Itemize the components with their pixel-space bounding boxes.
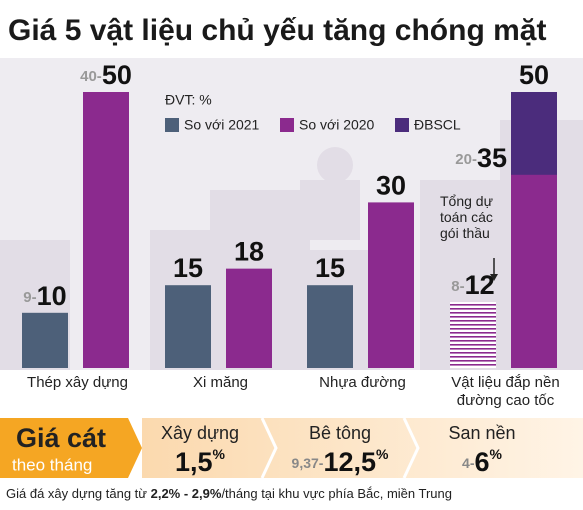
bar xyxy=(22,312,68,368)
value-number: 15 xyxy=(173,253,203,283)
range-label: 20- xyxy=(455,151,477,168)
value-number: 50 xyxy=(519,60,549,90)
value-label: 20-35 xyxy=(455,143,507,173)
value-number: 10 xyxy=(37,281,67,311)
category-label: Thép xây dựng xyxy=(27,374,128,391)
bar xyxy=(83,92,129,368)
range-label: 40- xyxy=(80,68,102,85)
value-number: 15 xyxy=(315,253,345,283)
value-number: 18 xyxy=(234,237,264,267)
category-label: Vật liệu đắp nền đường cao tốc xyxy=(451,374,560,409)
value-label: 8-12 xyxy=(451,270,494,300)
value-number: 12 xyxy=(465,270,495,300)
category-label: Nhựa đường xyxy=(319,374,406,391)
value-label: 50 xyxy=(519,60,549,90)
bar xyxy=(165,285,211,368)
chart-title: Giá 5 vật liệu chủ yếu tăng chóng mặt xyxy=(8,14,546,47)
unit-label: ĐVT: % xyxy=(165,92,212,108)
sand-item-value: 1,5% xyxy=(175,446,226,477)
value-number: 35 xyxy=(477,143,507,173)
footnote: Giá đá xây dựng tăng từ 2,2% - 2,9%/thán… xyxy=(6,486,452,501)
value-label: 30 xyxy=(376,171,406,201)
legend-swatch xyxy=(280,118,294,132)
sand-unit: % xyxy=(490,446,503,462)
value-label: 18 xyxy=(234,237,264,267)
sand-low: 9,37- xyxy=(292,455,324,471)
legend-swatch xyxy=(165,118,179,132)
legend-label: So với 2020 xyxy=(299,117,375,133)
sand-value: 12,5 xyxy=(323,447,376,477)
value-label: 9-10 xyxy=(23,281,66,311)
sand-low: 4- xyxy=(462,455,475,471)
annotation-arrowhead xyxy=(490,274,498,281)
sand-value: 6 xyxy=(474,447,489,477)
sand-item-value: 4-6% xyxy=(462,446,502,477)
sand-unit: % xyxy=(213,446,226,462)
value-label: 40-50 xyxy=(80,60,132,90)
sand-panel xyxy=(142,418,583,478)
bar xyxy=(307,285,353,368)
sand-item-name: San nền xyxy=(448,423,515,443)
bar xyxy=(368,202,414,368)
annotation: Tổng dự toán các gói thầu xyxy=(440,193,493,241)
value-label: 15 xyxy=(173,253,203,283)
value-number: 50 xyxy=(102,60,132,90)
legend-swatch xyxy=(395,118,409,132)
sand-banner xyxy=(0,418,142,478)
range-label: 9- xyxy=(23,289,36,306)
bar xyxy=(511,174,557,368)
sand-item-name: Bê tông xyxy=(309,423,371,443)
footnote-text: Giá đá xây dựng tăng từ xyxy=(6,486,151,501)
footnote-text: /tháng tại khu vực phía Bắc, miền Trung xyxy=(221,486,452,501)
legend-label: ĐBSCL xyxy=(414,117,461,133)
sand-value: 1,5 xyxy=(175,447,213,477)
category-label: Xi măng xyxy=(192,374,249,391)
value-label: 15 xyxy=(315,253,345,283)
bar xyxy=(450,301,496,368)
sand-subtitle: theo tháng xyxy=(12,455,92,474)
sand-title: Giá cát xyxy=(16,423,106,453)
sand-item-value: 9,37-12,5% xyxy=(292,446,389,477)
range-label: 8- xyxy=(451,278,464,295)
separator xyxy=(402,417,420,479)
legend-label: So với 2021 xyxy=(184,117,260,133)
bar xyxy=(226,268,272,368)
footnote-highlight: 2,2% - 2,9% xyxy=(150,486,222,501)
sand-unit: % xyxy=(376,446,389,462)
value-number: 30 xyxy=(376,171,406,201)
sand-item-name: Xây dựng xyxy=(161,423,239,443)
separator xyxy=(260,417,278,479)
